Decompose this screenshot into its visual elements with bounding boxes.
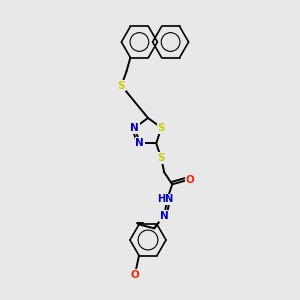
- Text: O: O: [186, 175, 195, 185]
- Text: S: S: [118, 81, 125, 91]
- Text: S: S: [158, 123, 165, 133]
- Text: N: N: [130, 123, 139, 133]
- Text: O: O: [130, 270, 140, 280]
- Text: N: N: [135, 138, 144, 148]
- Text: N: N: [160, 211, 169, 221]
- Text: S: S: [158, 153, 165, 163]
- Text: HN: HN: [157, 194, 173, 204]
